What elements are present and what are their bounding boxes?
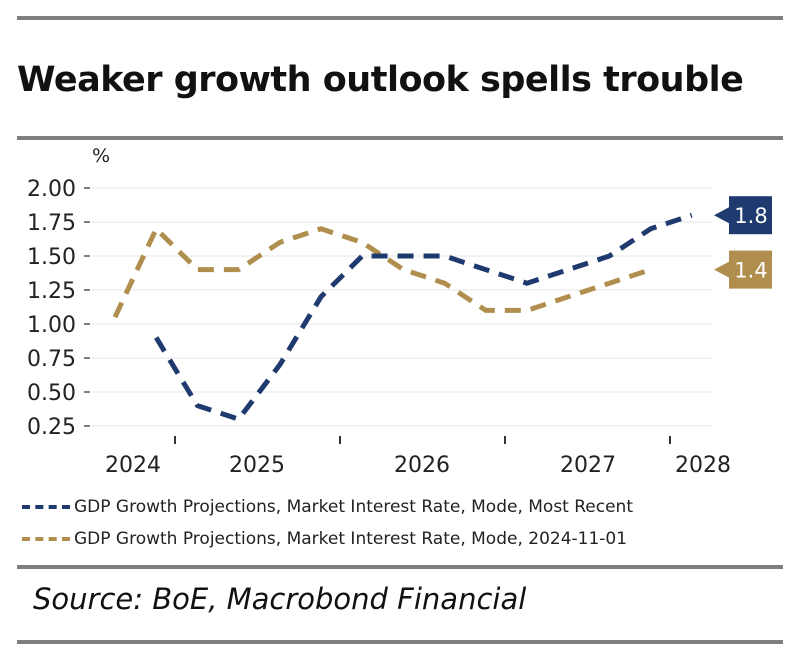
series-line: [154, 212, 693, 422]
title-rule: [17, 136, 783, 140]
legend-swatch: [22, 537, 70, 541]
y-axis-label: %: [92, 145, 110, 167]
legend-swatch: [22, 505, 70, 509]
y-tick-label: 2.00: [27, 177, 76, 202]
top-rule: [17, 16, 783, 20]
bottom-rule: [17, 640, 783, 644]
legend-label: GDP Growth Projections, Market Interest …: [74, 529, 628, 549]
y-tick-label: 1.75: [27, 211, 76, 236]
end-label: 1.4: [734, 259, 767, 283]
y-tick-label: 1.00: [27, 313, 76, 338]
chart-title: Weaker growth outlook spells trouble: [17, 60, 744, 100]
x-tick-label: 2024: [105, 453, 161, 478]
y-tick-label: 1.25: [27, 279, 76, 304]
y-tick-label: 1.50: [27, 245, 76, 270]
end-label-box: [729, 196, 772, 235]
y-tick-label: 0.50: [27, 381, 76, 406]
legend-label: GDP Growth Projections, Market Interest …: [74, 497, 633, 517]
end-label-pointer: [714, 261, 729, 278]
end-label: 1.8: [734, 204, 767, 228]
legend-item-most-recent: GDP Growth Projections, Market Interest …: [22, 497, 633, 517]
x-tick-label: 2027: [560, 453, 616, 478]
y-tick-label: 0.75: [27, 347, 76, 372]
legend-item-2024-11-01: GDP Growth Projections, Market Interest …: [22, 529, 627, 549]
legend-rule: [17, 565, 783, 569]
x-tick-label: 2026: [394, 453, 450, 478]
x-tick-label: 2028: [675, 453, 731, 478]
y-tick-label: 0.25: [27, 415, 76, 440]
plot-area: % 2.00 1.75 1.50 1.25 1.00 0.75 0.50 0.25 2024 202…: [27, 145, 772, 478]
end-label-pointer: [714, 207, 729, 224]
end-label-box: [729, 250, 772, 289]
series-line: [112, 226, 652, 319]
source-note: Source: BoE, Macrobond Financial: [33, 582, 527, 616]
x-tick-label: 2025: [229, 453, 285, 478]
